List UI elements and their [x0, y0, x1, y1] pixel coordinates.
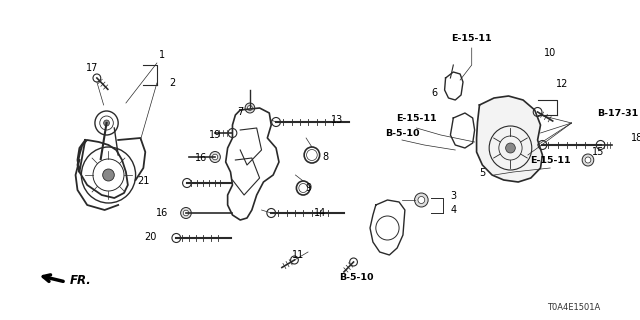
Circle shape: [93, 74, 100, 82]
Circle shape: [596, 140, 605, 149]
Text: 19: 19: [209, 130, 221, 140]
Text: 13: 13: [331, 115, 343, 125]
Text: 6: 6: [431, 88, 437, 98]
Circle shape: [582, 154, 594, 166]
Text: 1: 1: [159, 50, 165, 60]
Circle shape: [585, 157, 591, 163]
Text: 5: 5: [479, 168, 486, 178]
Text: 14: 14: [314, 208, 326, 218]
Text: 4: 4: [451, 205, 456, 215]
Text: B-5-10: B-5-10: [385, 129, 419, 138]
Text: 18: 18: [631, 133, 640, 143]
Circle shape: [272, 117, 280, 126]
Circle shape: [538, 140, 547, 149]
Circle shape: [104, 120, 109, 126]
Text: 20: 20: [144, 232, 156, 242]
Circle shape: [212, 154, 218, 160]
Text: 8: 8: [323, 152, 328, 162]
Circle shape: [228, 129, 237, 138]
Text: 10: 10: [544, 48, 556, 58]
Text: FR.: FR.: [70, 275, 92, 287]
Circle shape: [182, 179, 191, 188]
Text: E-15-11: E-15-11: [451, 34, 492, 43]
Text: T0A4E1501A: T0A4E1501A: [547, 303, 600, 312]
Circle shape: [267, 209, 276, 218]
Circle shape: [183, 210, 189, 216]
Text: B-5-10: B-5-10: [339, 273, 374, 282]
Text: 16: 16: [195, 153, 207, 163]
Text: 12: 12: [556, 79, 568, 89]
Text: 9: 9: [305, 183, 311, 193]
Circle shape: [291, 256, 298, 264]
Circle shape: [533, 108, 542, 116]
Text: 11: 11: [292, 250, 305, 260]
Text: B-17-31: B-17-31: [597, 108, 639, 117]
Circle shape: [415, 193, 428, 207]
Circle shape: [210, 151, 220, 163]
Circle shape: [180, 207, 191, 219]
Text: E-15-11: E-15-11: [530, 156, 570, 164]
Text: 15: 15: [593, 147, 605, 157]
Text: 2: 2: [170, 78, 175, 88]
Circle shape: [349, 258, 357, 266]
Text: 7: 7: [237, 107, 243, 117]
Circle shape: [102, 169, 115, 181]
Circle shape: [172, 234, 180, 243]
Circle shape: [418, 196, 425, 204]
Text: 21: 21: [137, 176, 150, 186]
Text: E-15-11: E-15-11: [396, 114, 437, 123]
Text: 16: 16: [156, 208, 168, 218]
Polygon shape: [477, 96, 543, 182]
Text: 3: 3: [451, 191, 456, 201]
Circle shape: [245, 103, 255, 113]
Circle shape: [506, 143, 515, 153]
Circle shape: [248, 106, 252, 110]
Text: 17: 17: [86, 63, 98, 73]
